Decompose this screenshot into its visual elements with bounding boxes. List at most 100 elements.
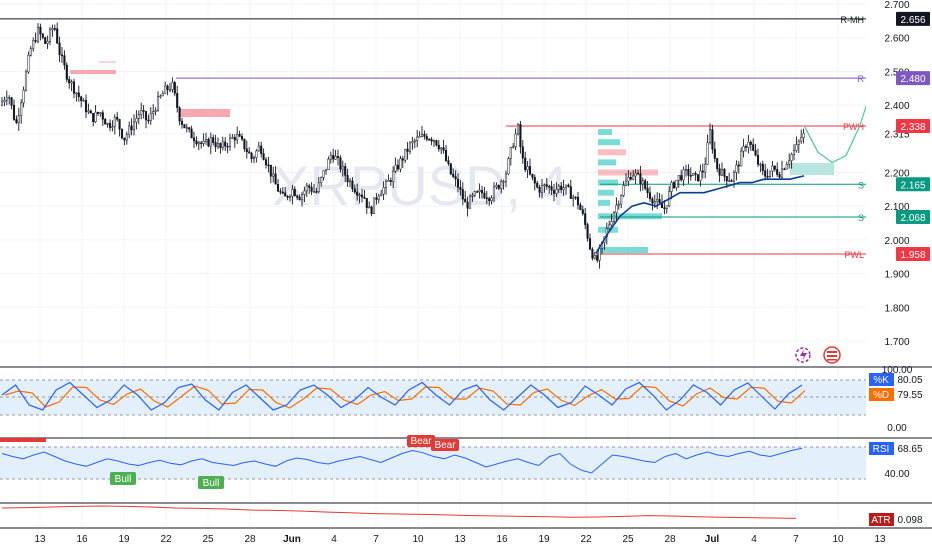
candle-body [65,64,68,80]
candle-body [574,196,577,199]
candle-body [245,148,248,153]
candle-body [94,111,97,123]
lightning-icon[interactable] [795,347,811,363]
candle-body [483,192,486,199]
time-axis[interactable]: 13 16 19 22 25 28 Jun 4 7 10 13 16 19 22 25 28 Jul 4 7 10 13 [0,527,932,545]
candle-body [128,125,131,135]
rsi-pane[interactable]: Bull Bull Bear Bear 40.00 RSI 68.65 [0,435,932,489]
price-pane[interactable]: XRPUSD, 4 R-MH R PWH S S PWL [0,0,881,528]
candle-body [468,196,472,209]
candle-body [137,114,140,119]
flag-icon[interactable] [823,346,841,364]
candle-body [543,184,546,186]
candle-body [581,209,584,214]
candle-body [202,141,205,144]
candle-body [291,189,294,197]
candle-body [771,165,774,172]
candle-body [70,81,73,84]
candle-body [500,181,503,189]
candle-body [87,110,90,113]
level-label: PWH [843,122,864,132]
candle-body [629,177,632,180]
time-tick-label: 22 [160,534,172,545]
candle-body [713,148,716,159]
candle-body [293,189,296,197]
candle-body [384,181,388,188]
level-badge [896,177,930,192]
atr-pane[interactable]: ATR 0.098 [0,502,932,526]
candle-body [404,148,407,161]
candle-body [250,152,253,159]
candle-body [670,182,673,192]
demand-zone [790,163,834,175]
supply-zone-1 [70,70,116,74]
candle-body [447,160,450,164]
price-tick-label: 2.600 [884,34,909,45]
candle-body [248,151,251,154]
candle-body [228,137,232,147]
candle-body [178,107,181,122]
candle-body [792,150,796,155]
candle-body [315,191,318,193]
candle-body [684,168,688,171]
candle-body [29,48,32,56]
candle-body [444,149,448,161]
level-value: 2.656 [900,15,925,26]
candle-body [339,157,342,170]
candle-body [53,28,56,30]
candle-body [60,54,64,57]
candle-body [576,196,580,206]
candle-body [284,192,287,197]
stoch-d-line [4,385,806,409]
profile-bar [598,247,648,254]
candle-body [706,142,709,165]
candle-body [622,185,625,196]
level-value: 2.068 [900,213,925,224]
candle-body [550,186,553,191]
candle-body [612,212,616,222]
grid-lines [0,0,881,528]
bull-badge: Bull [110,472,136,485]
candle-body [615,204,618,214]
candle-body [735,164,738,173]
candle-body [243,138,246,150]
candle-body [526,166,529,171]
profile-bar [598,129,612,136]
candle-body [27,55,30,73]
candle-body [80,96,83,101]
time-tick-label: 28 [664,534,676,545]
time-tick-label: 19 [538,534,550,545]
candle-body [327,158,330,170]
candle-body [240,136,244,140]
candle-body [190,128,193,139]
candle-body [161,93,164,97]
candle-body [356,191,359,196]
candle-body [665,205,668,210]
candle-body [716,158,719,169]
price-tick-label: 2.200 [884,169,909,180]
candle-body [584,213,587,225]
candle-body [101,112,104,120]
time-tick-label: Jul [705,534,720,545]
candle-body [164,85,167,94]
stochastic-pane[interactable]: 100.00 0.00 %K 80.05 %D 79.55 [0,365,932,434]
candle-body [778,174,781,178]
time-tick-label: 16 [496,534,508,545]
candle-body [288,196,292,198]
candle-body [593,255,596,259]
candle-body [344,166,347,176]
candle-body [653,201,656,204]
time-tick-label: 7 [373,534,379,545]
candle-body [699,170,702,181]
candle-body [72,81,76,94]
candle-body [617,203,620,206]
candle-body [10,97,13,106]
candle-body [728,180,731,182]
candle-body [176,93,179,108]
candle-body [209,137,212,147]
rsi-band [0,447,866,479]
price-axis[interactable]: 2.7002.6002.5002.4002.3152.2002.1002.000… [866,0,932,550]
candle-body [632,175,635,180]
candle-body [92,112,95,123]
